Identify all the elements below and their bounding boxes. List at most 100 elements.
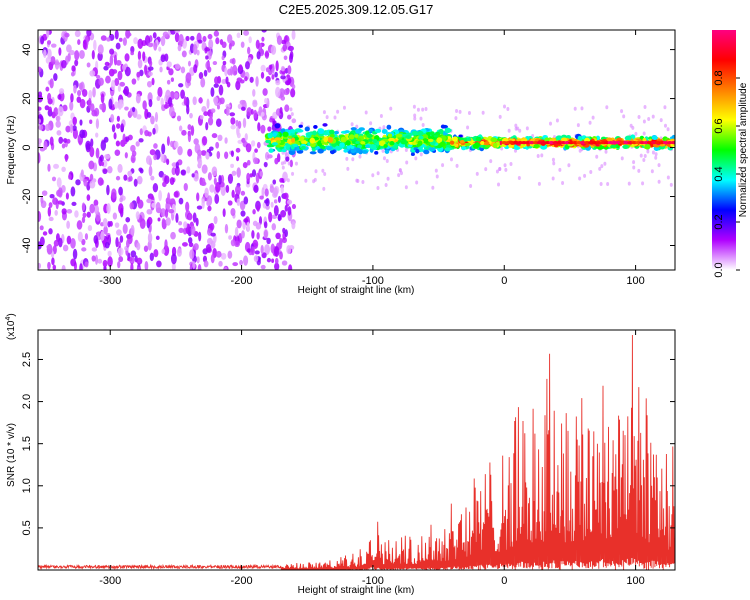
- heatmap-cell: [415, 180, 419, 185]
- heatmap-cell: [346, 166, 350, 171]
- heatmap-cell: [188, 237, 193, 244]
- heatmap-cell: [671, 134, 675, 140]
- colorbar-label: Normalized spectral amplitude: [738, 82, 749, 217]
- heatmap-cell: [272, 132, 277, 137]
- x-tick-label: -200: [231, 275, 253, 287]
- heatmap-cell: [580, 106, 584, 111]
- heatmap-cell: [166, 79, 171, 85]
- heatmap-cell: [669, 182, 673, 187]
- heatmap-cell: [274, 71, 278, 78]
- heatmap-cell: [275, 232, 281, 240]
- heatmap-cell: [197, 39, 203, 44]
- heatmap-cell: [65, 192, 69, 200]
- colorbar-tick-label: 0.8: [713, 70, 725, 85]
- heatmap-cell: [327, 136, 334, 143]
- heatmap-cell: [93, 235, 99, 244]
- heatmap-x-axis-title: Height of straight line (km): [298, 285, 415, 296]
- heatmap-cell: [201, 164, 208, 174]
- heatmap-cell: [455, 163, 459, 168]
- heatmap-cell: [178, 125, 183, 132]
- heatmap-cell: [66, 138, 71, 144]
- heatmap-cell: [558, 167, 562, 172]
- heatmap-cell: [521, 138, 528, 142]
- heatmap-cell: [274, 123, 281, 129]
- heatmap-cell: [117, 247, 124, 256]
- heatmap-cell: [271, 223, 277, 231]
- heatmap-cell: [116, 229, 122, 236]
- heatmap-cell: [444, 127, 452, 134]
- heatmap-cell: [125, 32, 132, 37]
- heatmap-cell: [221, 55, 225, 61]
- heatmap-cell: [91, 110, 98, 117]
- heatmap-cell: [66, 44, 72, 53]
- heatmap-cell: [191, 173, 195, 178]
- heatmap-cell: [651, 150, 655, 155]
- heatmap-cell: [209, 222, 215, 231]
- heatmap-cell: [210, 254, 215, 264]
- heatmap-cell: [279, 106, 283, 114]
- heatmap-cell: [38, 106, 42, 111]
- heatmap-cell: [240, 210, 246, 217]
- heatmap-cell: [200, 181, 207, 186]
- heatmap-cell: [358, 154, 362, 159]
- heatmap-cell: [64, 153, 68, 162]
- colorbar-tick-label: 0.6: [713, 118, 725, 133]
- heatmap-cell: [177, 44, 182, 52]
- colorbar-tick-label: 0.0: [713, 262, 725, 277]
- heatmap-cell: [266, 237, 271, 245]
- heatmap-cell: [265, 204, 270, 210]
- heatmap-cell: [322, 186, 326, 191]
- heatmap-cell: [153, 143, 158, 149]
- heatmap-cell: [55, 120, 61, 128]
- heatmap-cell: [497, 182, 501, 187]
- heatmap-cell: [225, 76, 229, 85]
- heatmap-cell: [80, 169, 84, 178]
- heatmap-cell: [382, 156, 386, 161]
- heatmap-cell: [404, 148, 408, 153]
- heatmap-cell: [260, 71, 265, 79]
- heatmap-cell: [264, 50, 270, 59]
- heatmap-cell: [325, 115, 329, 120]
- heatmap-cell: [190, 35, 195, 41]
- y-tick-label: 1.5: [21, 436, 33, 451]
- heatmap-cell: [69, 124, 74, 134]
- heatmap-cell: [291, 84, 296, 90]
- heatmap-cell: [88, 89, 93, 100]
- heatmap-cell: [160, 208, 166, 217]
- x-tick-label: -100: [362, 275, 384, 287]
- heatmap-cell: [289, 129, 296, 134]
- heatmap-cell: [253, 109, 258, 119]
- heatmap-cell: [287, 65, 292, 75]
- heatmap-cell: [634, 131, 638, 136]
- heatmap-cell: [243, 218, 249, 223]
- heatmap-cell: [230, 239, 236, 247]
- heatmap-cell: [261, 36, 265, 42]
- heatmap-cell: [167, 192, 171, 204]
- heatmap-cell: [81, 202, 86, 211]
- heatmap-cell: [130, 51, 135, 56]
- heatmap-cell: [106, 37, 111, 42]
- heatmap-cell: [254, 148, 258, 153]
- heatmap-cell: [304, 178, 308, 183]
- heatmap-cell: [323, 136, 329, 143]
- heatmap-cell: [336, 109, 340, 114]
- heatmap-cell: [231, 189, 235, 198]
- heatmap-cell: [142, 100, 147, 110]
- heatmap-cell: [329, 149, 335, 155]
- heatmap-cell: [280, 161, 284, 166]
- heatmap-cell: [153, 249, 159, 258]
- heatmap-cell: [386, 176, 390, 181]
- heatmap-cell: [236, 132, 241, 139]
- heatmap-cell: [70, 238, 76, 249]
- heatmap-cell: [198, 97, 203, 104]
- heatmap-cell: [203, 69, 208, 77]
- heatmap-cell: [225, 106, 230, 116]
- heatmap-cell: [260, 64, 266, 72]
- heatmap-cell: [304, 126, 310, 132]
- heatmap-cell: [252, 209, 256, 215]
- heatmap-cell: [277, 195, 281, 203]
- heatmap-cell: [205, 122, 209, 131]
- heatmap-cell: [646, 149, 650, 154]
- heatmap-cell: [291, 137, 296, 143]
- heatmap-cell: [670, 141, 675, 145]
